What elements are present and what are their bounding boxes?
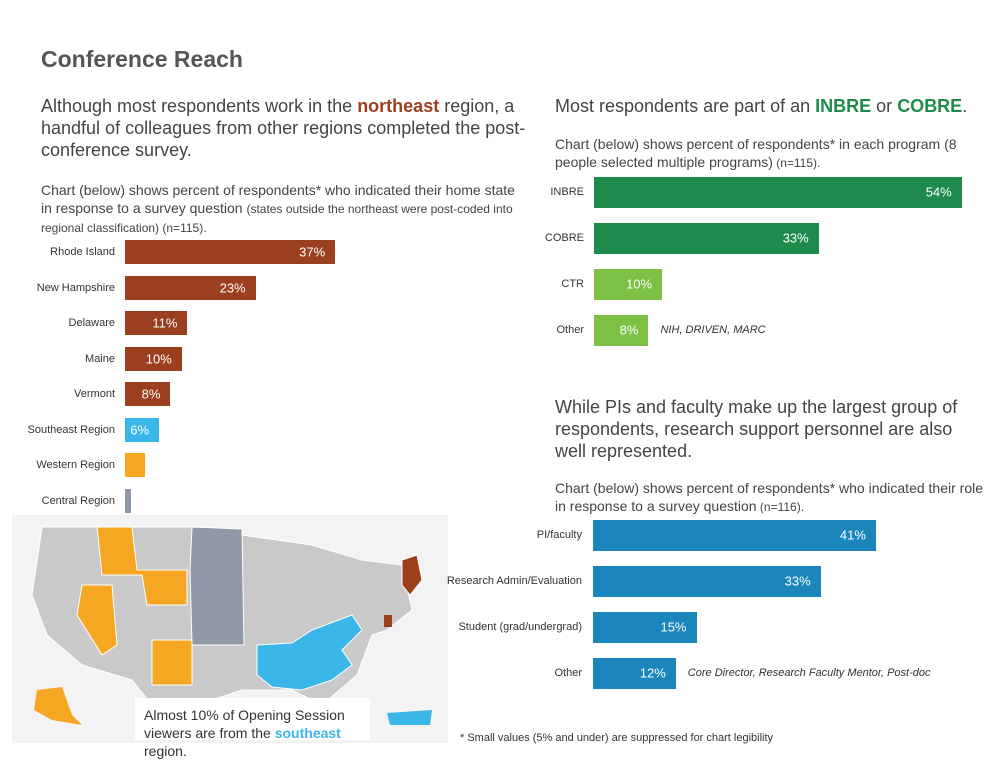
value-label: 8% (619, 322, 639, 338)
bar (593, 611, 697, 643)
subtitle-text: Chart (below) shows percent of responden… (41, 182, 515, 216)
bar (125, 311, 188, 335)
value-label: 33% (782, 230, 809, 246)
subtitle-note: (n=115). (772, 156, 821, 170)
value-label: 15% (660, 619, 687, 635)
headline-text: or (871, 96, 898, 116)
category-label: INBRE (550, 186, 584, 198)
bar (594, 314, 649, 346)
category-label: Western Region (36, 459, 115, 471)
bar (125, 453, 145, 477)
headline-text: Although most respondents work in the (41, 96, 358, 116)
bar (125, 382, 171, 406)
map-northeast (401, 554, 423, 596)
category-label: Maine (85, 352, 115, 365)
bar (125, 488, 131, 513)
map-central (189, 526, 245, 646)
headline-highlight: northeast (357, 96, 440, 116)
value-label: 11% (152, 315, 178, 331)
annotation: Core Director, Research Faculty Mentor, … (687, 667, 931, 679)
category-label: Central Region (41, 494, 115, 507)
value-label: 8% (141, 386, 161, 402)
category-label: Research Admin/Evaluation (446, 575, 582, 587)
category-label: Student (grad/undergrad) (458, 621, 582, 633)
subtitle: Chart (below) shows percent of responden… (555, 135, 975, 172)
map-note-text: Almost 10% of Opening Session viewers ar… (144, 707, 345, 741)
category-label: CTR (561, 278, 584, 290)
category-label: New Hampshire (36, 281, 115, 294)
us-map (12, 515, 448, 743)
bar (593, 519, 876, 551)
value-label: 54% (925, 184, 952, 200)
map-note: Almost 10% of Opening Session viewers ar… (144, 706, 354, 760)
value-label: 12% (639, 665, 666, 681)
headline-text: While PIs and faculty make up the larges… (555, 397, 958, 461)
category-label: Southeast Region (27, 423, 115, 436)
bar (125, 240, 336, 264)
bar (125, 417, 160, 442)
map-northeast (384, 615, 392, 627)
map-west (96, 526, 188, 606)
category-label: Other (556, 324, 584, 336)
value-label: 33% (784, 573, 811, 589)
headline: Although most respondents work in the no… (41, 95, 536, 161)
map-west (151, 639, 193, 686)
footnote: * Small values (5% and under) are suppre… (460, 732, 774, 744)
subtitle: Chart (below) shows percent of responden… (41, 181, 519, 237)
map-southeast (256, 614, 363, 691)
subtitle-text: Chart (below) shows percent of responden… (555, 136, 957, 170)
headline-highlight: COBRE (897, 96, 963, 116)
value-label: 6% (130, 422, 150, 437)
category-label: Other (554, 667, 582, 679)
map-note-box (135, 698, 370, 740)
bar (593, 657, 676, 689)
map-puerto-rico (387, 710, 432, 725)
value-label: 23% (219, 280, 246, 295)
bar (593, 565, 821, 597)
subtitle-text: Chart (below) shows percent of responden… (555, 480, 984, 514)
value-label: 10% (145, 351, 172, 366)
category-label: Rhode Island (50, 246, 115, 258)
subtitle-note: (states outside the northeast were post-… (41, 202, 513, 235)
value-label: 10% (626, 276, 653, 292)
category-label: Vermont (74, 388, 115, 400)
subtitle: Chart (below) shows percent of responden… (555, 479, 985, 516)
category-label: Delaware (68, 317, 115, 329)
bar (594, 176, 962, 208)
page-title: Conference Reach (41, 46, 243, 72)
value-label: 37% (299, 244, 326, 260)
bar (594, 222, 819, 254)
bar (594, 268, 663, 300)
headline-text: Most respondents are part of an (555, 96, 816, 116)
category-label: COBRE (544, 232, 584, 244)
headline-text: . (962, 96, 968, 116)
map-west (76, 584, 118, 656)
headline-text: region, a handful of colleagues from oth… (41, 96, 526, 160)
bar (125, 346, 182, 371)
value-label: 41% (839, 527, 866, 543)
category-label: PI/faculty (536, 529, 582, 541)
subtitle-note: (n=116). (756, 500, 805, 514)
annotation: NIH, DRIVEN, MARC (660, 324, 766, 336)
headline: While PIs and faculty make up the larges… (555, 396, 985, 462)
map-note-highlight: southeast (274, 725, 341, 741)
bar (125, 275, 256, 300)
map-alaska (34, 687, 82, 725)
headline-highlight: INBRE (815, 96, 872, 116)
headline: Most respondents are part of an INBRE or… (555, 95, 995, 117)
map-note-text: region. (144, 743, 187, 759)
